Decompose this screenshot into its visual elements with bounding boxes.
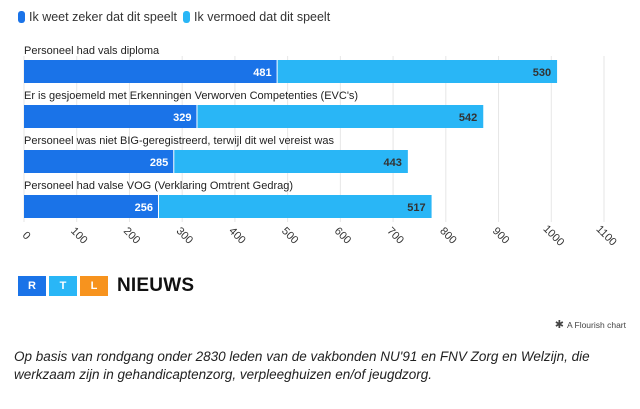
x-tick-label-4: 400: [226, 225, 247, 246]
data-label-sure-2: 285: [150, 157, 168, 169]
x-tick-label-2: 200: [121, 225, 142, 246]
logo-word: NIEUWS: [117, 275, 195, 296]
legend-label-suspect: Ik vermoed dat dit speelt: [194, 10, 331, 24]
data-label-suspect-1: 542: [459, 112, 477, 124]
legend-item-sure[interactable]: Ik weet zeker dat dit speelt: [18, 10, 177, 24]
bar-chart: Personeel had vals diploma 481 530 Er is ge…: [20, 45, 619, 249]
bar-suspect-0: [277, 60, 558, 83]
logo-letter-t: T: [49, 276, 77, 296]
category-label-0: Personeel had vals diploma: [24, 45, 160, 57]
category-label-2: Personeel was niet BIG-geregistreerd, te…: [24, 135, 334, 147]
category-label-3: Personeel had valse VOG (Verklaring Omtr…: [24, 180, 293, 192]
data-label-sure-1: 329: [173, 112, 191, 124]
category-label-1: Er is gesjoemeld met Erkenningen Verworv…: [24, 90, 358, 102]
data-label-sure-3: 256: [135, 202, 153, 214]
x-tick-label-7: 700: [384, 225, 405, 246]
x-tick-label-9: 900: [490, 225, 511, 246]
x-tick-label-6: 600: [332, 225, 353, 246]
bar-suspect-3: [158, 195, 432, 218]
legend-swatch-suspect: [183, 11, 190, 23]
bar-sure-0: [24, 60, 277, 83]
bar-suspect-2: [174, 150, 408, 173]
x-tick-label-5: 500: [279, 225, 300, 246]
x-tick-label-0: 0: [20, 229, 33, 242]
logo-letter-l: L: [80, 276, 108, 296]
data-label-suspect-0: 530: [533, 67, 551, 79]
legend-swatch-sure: [18, 11, 25, 23]
flourish-star-icon: ✱: [554, 319, 564, 331]
x-tick-label-1: 100: [68, 225, 89, 246]
legend: Ik weet zeker dat dit speelt Ik vermoed …: [18, 10, 336, 24]
data-label-suspect-3: 517: [407, 202, 425, 214]
x-tick-label-3: 300: [174, 225, 195, 246]
bar-sure-2: [24, 150, 174, 173]
legend-label-sure: Ik weet zeker dat dit speelt: [29, 10, 177, 24]
bar-sure-1: [24, 105, 197, 128]
x-tick-label-8: 800: [437, 225, 458, 246]
bar-suspect-1: [197, 105, 484, 128]
bar-sure-3: [24, 195, 158, 218]
x-tick-label-10: 1000: [540, 223, 566, 249]
logo-letter-r: R: [18, 276, 46, 296]
footnote: Op basis van rondgang onder 2830 leden v…: [14, 349, 590, 383]
data-label-suspect-2: 443: [383, 157, 401, 169]
x-tick-label-11: 1100: [594, 223, 619, 248]
legend-item-suspect[interactable]: Ik vermoed dat dit speelt: [183, 10, 330, 24]
data-label-sure-0: 481: [253, 67, 271, 79]
rtl-nieuws-logo: R T L NIEUWS: [18, 275, 194, 297]
flourish-credit-text: A Flourish chart: [566, 319, 626, 330]
flourish-credit[interactable]: ✱ A Flourish chart: [555, 318, 626, 331]
